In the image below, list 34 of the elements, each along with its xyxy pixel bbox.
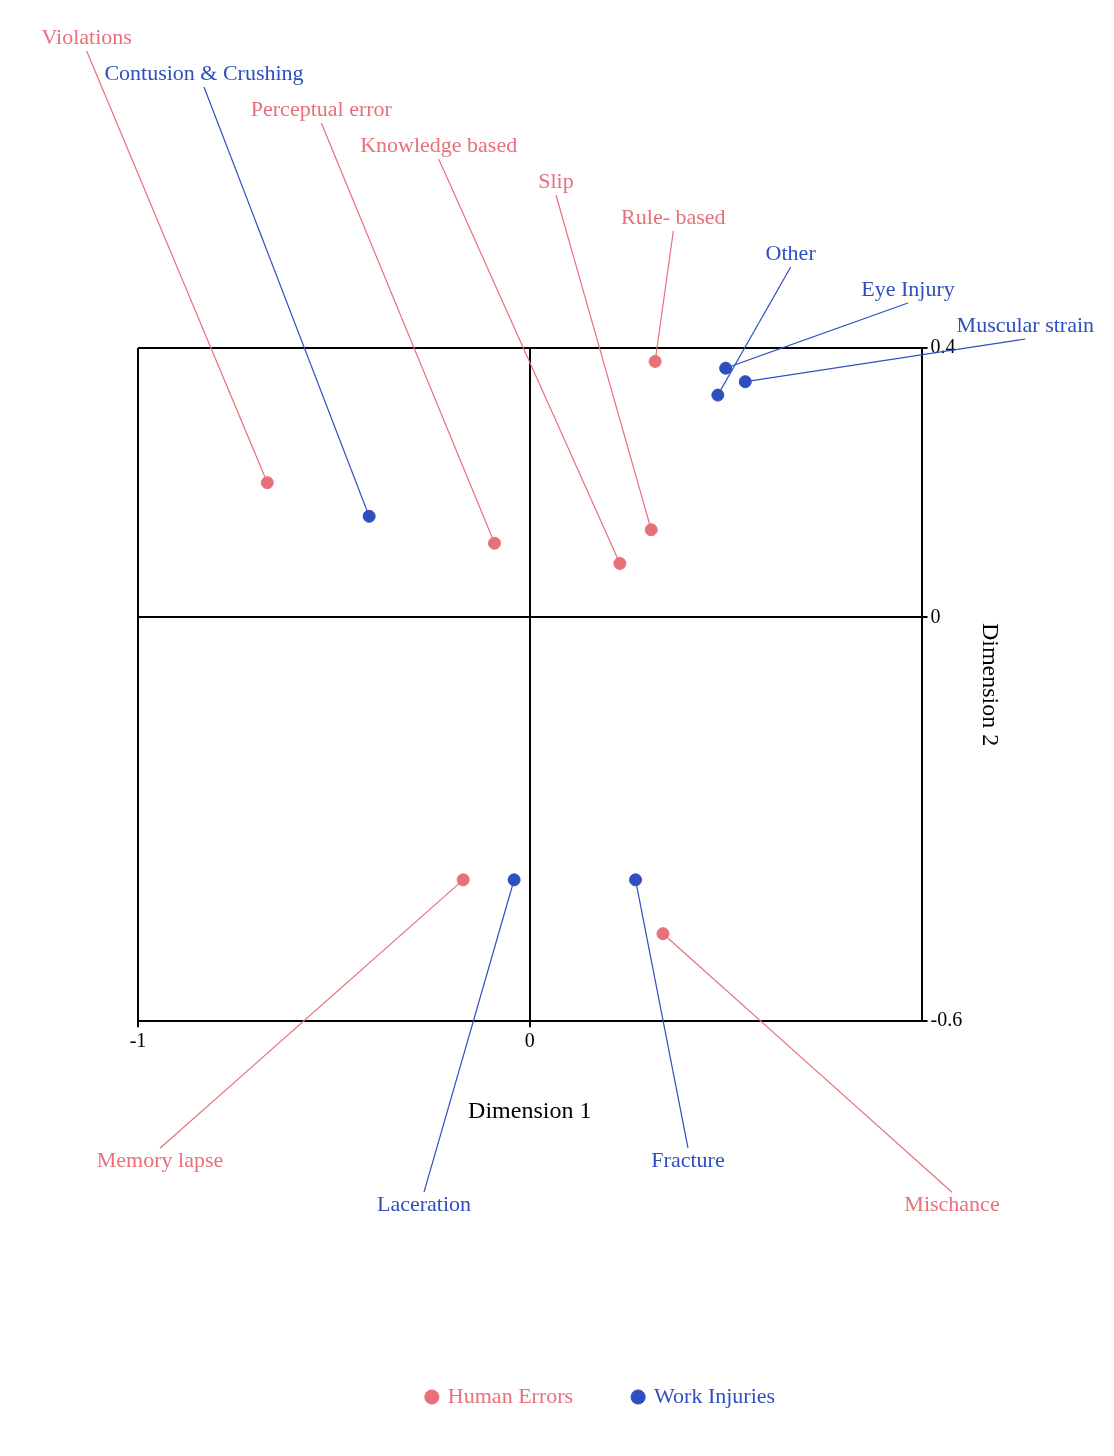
point — [507, 873, 521, 887]
legend-label: Work Injuries — [654, 1382, 776, 1408]
annotation: Contusion & Crushing — [104, 59, 304, 85]
annotation: Perceptual error — [250, 95, 393, 121]
annotation: Muscular strain — [956, 311, 1095, 337]
point — [656, 927, 670, 941]
annotation: Mischance — [904, 1190, 1000, 1216]
point — [644, 523, 658, 537]
y-tick-label: 0.4 — [930, 335, 956, 358]
point — [711, 388, 725, 402]
point — [260, 476, 274, 490]
x-tick-label: -1 — [129, 1029, 147, 1052]
annotation: Violations — [41, 23, 132, 49]
point — [456, 873, 470, 887]
annotation: Memory lapse — [96, 1146, 224, 1172]
annotation: Knowledge based — [360, 131, 518, 157]
annotation: Laceration — [376, 1190, 472, 1216]
annotation: Eye Injury — [861, 275, 955, 301]
annotation: Slip — [538, 167, 574, 193]
y-tick-label: -0.6 — [930, 1008, 963, 1031]
point — [362, 509, 376, 523]
point — [613, 556, 627, 570]
annotation: Fracture — [651, 1146, 725, 1172]
legend-label: Human Errors — [447, 1382, 574, 1408]
point — [629, 873, 643, 887]
annotation: Rule- based — [621, 203, 726, 229]
point — [488, 536, 502, 550]
point — [719, 361, 733, 375]
point — [648, 354, 662, 368]
y-axis-title: Dimension 2 — [978, 622, 1005, 747]
point — [738, 375, 752, 389]
x-axis-title: Dimension 1 — [468, 1096, 592, 1123]
annotation: Other — [765, 239, 817, 265]
y-tick-label: 0 — [930, 604, 941, 627]
